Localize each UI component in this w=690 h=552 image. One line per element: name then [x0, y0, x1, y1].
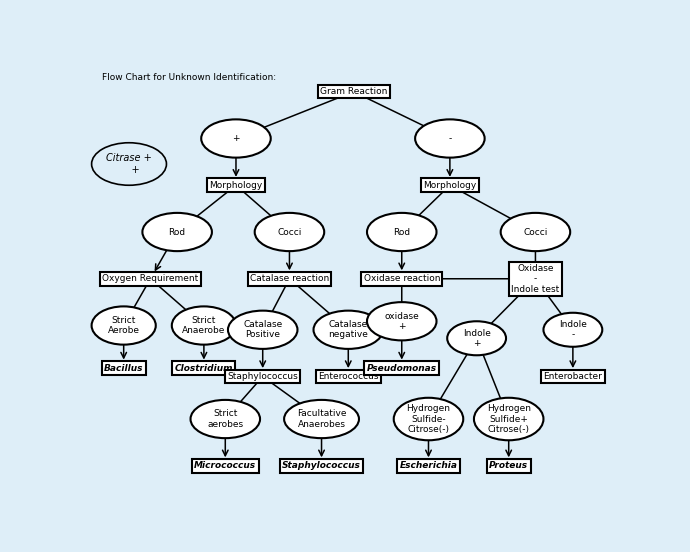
- Text: Staphylococcus: Staphylococcus: [282, 461, 361, 470]
- Ellipse shape: [284, 400, 359, 438]
- Text: Micrococcus: Micrococcus: [194, 461, 257, 470]
- Text: Rod: Rod: [393, 227, 411, 236]
- Ellipse shape: [172, 306, 236, 344]
- Text: Strict
aerobes: Strict aerobes: [207, 410, 244, 429]
- Text: Strict
Aerobe: Strict Aerobe: [108, 316, 139, 335]
- Text: Oxidase reaction: Oxidase reaction: [364, 274, 440, 283]
- Ellipse shape: [92, 306, 156, 344]
- Text: Escherichia: Escherichia: [400, 461, 457, 470]
- Text: Rod: Rod: [168, 227, 186, 236]
- Text: Gram Reaction: Gram Reaction: [320, 87, 387, 96]
- Text: oxidase
+: oxidase +: [384, 311, 419, 331]
- Text: Pseudomonas: Pseudomonas: [366, 364, 437, 373]
- Ellipse shape: [544, 313, 602, 347]
- Text: -: -: [448, 134, 451, 143]
- Ellipse shape: [190, 400, 260, 438]
- Text: Hydrogen
Sulfide+
Citrose(-): Hydrogen Sulfide+ Citrose(-): [486, 404, 531, 434]
- Ellipse shape: [255, 213, 324, 251]
- Text: Staphylococcus: Staphylococcus: [227, 372, 298, 381]
- Text: Catalase
Positive: Catalase Positive: [243, 320, 282, 339]
- Text: Bacillus: Bacillus: [104, 364, 144, 373]
- Text: Proteus: Proteus: [489, 461, 529, 470]
- Text: Cocci: Cocci: [277, 227, 302, 236]
- Ellipse shape: [394, 398, 463, 440]
- Ellipse shape: [367, 302, 437, 341]
- Ellipse shape: [415, 119, 484, 158]
- Ellipse shape: [313, 311, 383, 349]
- Ellipse shape: [474, 398, 544, 440]
- Text: Enterobacter: Enterobacter: [544, 372, 602, 381]
- Text: +: +: [233, 134, 239, 143]
- Text: Citrase +
    +: Citrase + +: [106, 153, 152, 175]
- Text: Strict
Anaerobe: Strict Anaerobe: [182, 316, 226, 335]
- Text: Indole
+: Indole +: [463, 328, 491, 348]
- Ellipse shape: [142, 213, 212, 251]
- Text: Catalase reaction: Catalase reaction: [250, 274, 329, 283]
- Text: Catalase
negative: Catalase negative: [328, 320, 368, 339]
- Text: Facultative
Anaerobes: Facultative Anaerobes: [297, 410, 346, 429]
- Text: Cocci: Cocci: [523, 227, 548, 236]
- Ellipse shape: [367, 213, 437, 251]
- Text: Indole
-: Indole -: [559, 320, 586, 339]
- Ellipse shape: [201, 119, 270, 158]
- Text: Enterococcus: Enterococcus: [318, 372, 379, 381]
- Text: Morphology: Morphology: [423, 181, 477, 190]
- Text: Flow Chart for Unknown Identification:: Flow Chart for Unknown Identification:: [102, 73, 277, 82]
- Text: Hydrogen
Sulfide-
Citrose(-): Hydrogen Sulfide- Citrose(-): [406, 404, 451, 434]
- Ellipse shape: [447, 321, 506, 355]
- Text: Morphology: Morphology: [209, 181, 263, 190]
- Text: Oxygen Requirement: Oxygen Requirement: [102, 274, 199, 283]
- Ellipse shape: [228, 311, 297, 349]
- Text: Clostridium: Clostridium: [175, 364, 233, 373]
- Text: Oxidase
-
Indole test: Oxidase - Indole test: [511, 264, 560, 294]
- Ellipse shape: [501, 213, 570, 251]
